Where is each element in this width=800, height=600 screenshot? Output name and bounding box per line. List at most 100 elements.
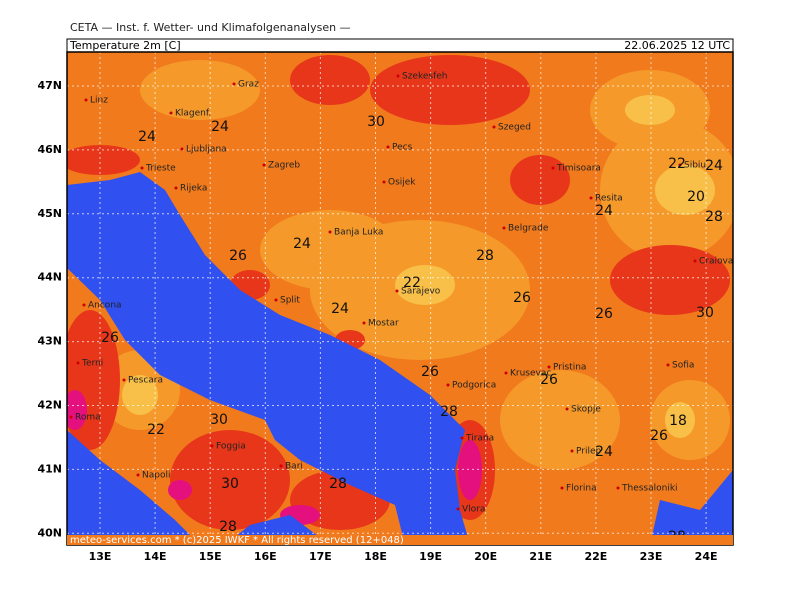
lon-tick-label: 17E [309, 550, 332, 563]
city-label: Graz [238, 80, 259, 90]
map-title: Temperature 2m [C] [69, 39, 181, 52]
city-label: Sarajevo [401, 287, 441, 297]
contour-label: 24 [705, 158, 723, 174]
contour-label: 22 [147, 422, 165, 438]
city-marker [502, 226, 506, 230]
contour-label: 22 [668, 156, 686, 172]
city-label: Krusevac [510, 369, 551, 379]
city-marker [82, 303, 86, 307]
lon-tick-label: 21E [529, 550, 552, 563]
city-label: Klagenf. [175, 109, 211, 119]
city-label: Szekesfeh [402, 72, 448, 82]
contour-label: 28 [476, 248, 494, 264]
city-label: Banja Luka [334, 228, 383, 238]
city-label: Mostar [368, 319, 399, 329]
contour-label: 26 [513, 290, 531, 306]
city-label: Split [280, 296, 300, 306]
city-label: Osijek [388, 178, 416, 188]
city-marker [570, 449, 574, 453]
contour-label: 20 [687, 189, 705, 205]
coldest-areas [122, 95, 715, 438]
city-marker [396, 74, 400, 78]
city-label: Rijeka [180, 184, 207, 194]
city-marker [169, 111, 173, 115]
city-label: Terni [81, 359, 103, 369]
city-label: Pecs [392, 143, 413, 153]
city-label: Napoli [142, 471, 170, 481]
lon-tick-label: 23E [640, 550, 663, 563]
city-marker [551, 166, 555, 170]
lat-tick-label: 44N [37, 271, 62, 284]
city-label: Bari [285, 462, 303, 472]
city-marker [504, 371, 508, 375]
city-marker [210, 444, 214, 448]
contour-label: 24 [293, 236, 311, 252]
city-marker [547, 365, 551, 369]
city-label: Roma [75, 413, 101, 423]
city-marker [460, 436, 464, 440]
city-marker [565, 407, 569, 411]
city-marker [274, 298, 278, 302]
city-marker [693, 259, 697, 263]
lon-tick-label: 20E [474, 550, 497, 563]
city-label: Thessaloniki [621, 484, 678, 494]
contour-label: 24 [138, 129, 156, 145]
city-marker [382, 180, 386, 184]
city-marker [174, 186, 178, 190]
city-marker [560, 486, 564, 490]
city-marker [84, 98, 88, 102]
city-label: Sibiu [684, 161, 706, 171]
city-label: Linz [90, 96, 108, 106]
city-label: Trieste [145, 164, 176, 174]
city-label: Ljubljana [186, 145, 227, 155]
city-label: Resita [595, 194, 623, 204]
lon-tick-label: 18E [364, 550, 387, 563]
city-marker [262, 163, 266, 167]
city-marker [69, 415, 73, 419]
city-marker [678, 163, 682, 167]
contour-label: 26 [650, 428, 668, 444]
city-label: Tirana [465, 434, 494, 444]
lat-tick-label: 45N [37, 207, 62, 220]
city-marker [232, 82, 236, 86]
lon-tick-label: 19E [419, 550, 442, 563]
city-label: Sofia [672, 361, 694, 371]
city-marker [386, 145, 390, 149]
contour-label: 26 [229, 248, 247, 264]
city-marker [616, 486, 620, 490]
city-label: Zagreb [268, 161, 300, 171]
contour-label: 22 [403, 275, 421, 291]
footer: meteo-services.com * (c)2025 IWKF * All … [70, 535, 404, 546]
lat-tick-label: 43N [37, 335, 62, 348]
city-marker [446, 383, 450, 387]
lat-tick-label: 47N [37, 79, 62, 92]
contour-label: 26 [421, 364, 439, 380]
city-marker [140, 166, 144, 170]
lon-tick-label: 16E [254, 550, 277, 563]
contour-label: 28 [219, 519, 237, 535]
city-label: Pristina [553, 363, 586, 373]
contour-label: 24 [595, 203, 613, 219]
city-marker [666, 363, 670, 367]
map-labels: Linz Klagenf. Graz Szekesfeh Ljubljana Zagreb… [69, 72, 733, 545]
lon-tick-label: 22E [584, 550, 607, 563]
city-label: Florina [566, 484, 597, 494]
contour-label: 24 [595, 444, 613, 460]
city-marker [279, 464, 283, 468]
contour-label: 30 [696, 305, 714, 321]
city-marker [328, 230, 332, 234]
city-label: Timisoara [556, 164, 601, 174]
city-marker [122, 378, 126, 382]
lon-tick-label: 13E [89, 550, 112, 563]
city-label: Pescara [128, 376, 163, 386]
contour-label: 30 [367, 114, 385, 130]
city-label: Vlora [462, 505, 485, 515]
datetime: 22.06.2025 12 UTC [624, 39, 730, 52]
lat-tick-label: 42N [37, 399, 62, 412]
contour-label: 26 [540, 372, 558, 388]
city-label: Skopje [571, 405, 601, 415]
lat-tick-label: 40N [37, 526, 62, 539]
lon-tick-label: 24E [695, 550, 718, 563]
